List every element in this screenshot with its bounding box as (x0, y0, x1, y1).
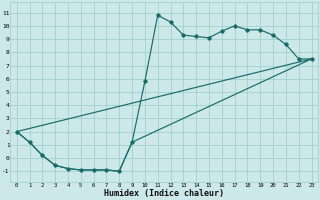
X-axis label: Humidex (Indice chaleur): Humidex (Indice chaleur) (104, 189, 224, 198)
